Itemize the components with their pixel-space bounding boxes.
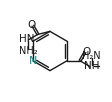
Text: H₂N: H₂N <box>82 51 101 61</box>
Text: O: O <box>27 20 36 30</box>
Text: O: O <box>82 47 90 57</box>
Text: N: N <box>29 56 37 66</box>
Text: HN: HN <box>19 34 34 44</box>
Text: NH₂: NH₂ <box>19 46 38 56</box>
Text: NH: NH <box>84 61 100 71</box>
